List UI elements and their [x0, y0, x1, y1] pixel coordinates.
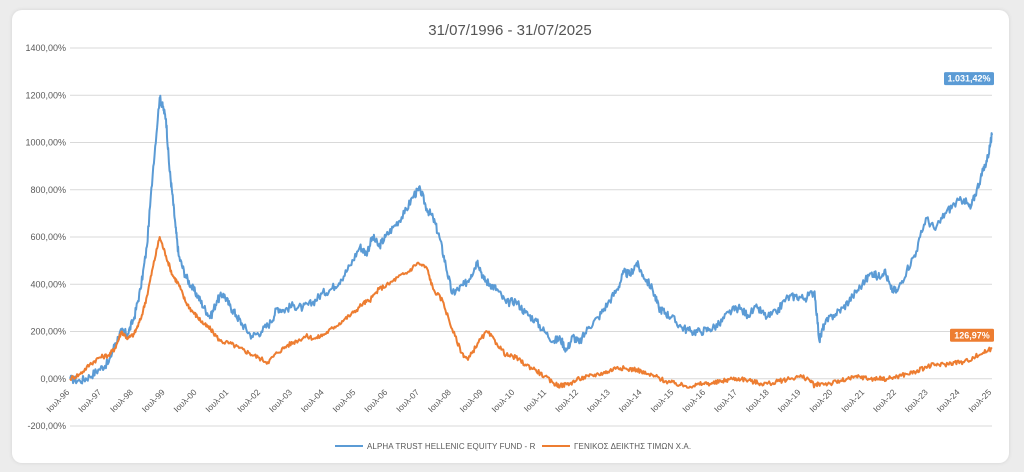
- end-label-box-index: [950, 328, 994, 342]
- y-tick-label: 200,00%: [30, 327, 66, 337]
- end-label-box-fund: [944, 72, 994, 86]
- y-tick-label: 1000,00%: [25, 138, 66, 148]
- end-label-index: 126,97%: [954, 330, 990, 340]
- x-tick-label: Ιουλ-01: [203, 387, 230, 414]
- y-tick-label: 400,00%: [30, 279, 66, 289]
- y-tick-label: 1400,00%: [25, 43, 66, 53]
- x-tick-label: Ιουλ-02: [235, 387, 262, 414]
- x-tick-label: Ιουλ-12: [553, 387, 580, 414]
- series-line-index: [69, 236, 993, 389]
- grid-lines: [70, 47, 992, 427]
- y-tick-label: 1200,00%: [25, 90, 66, 100]
- x-tick-label: Ιουλ-05: [330, 387, 357, 414]
- x-tick-label: Ιουλ-14: [617, 387, 644, 414]
- x-tick-label: Ιουλ-08: [426, 387, 453, 414]
- x-tick-label: Ιουλ-96: [44, 387, 71, 414]
- legend: ALPHA TRUST HELLENIC EQUITY FUND - R ΓΕΝ…: [335, 442, 691, 451]
- legend-label-index: ΓΕΝΙΚΟΣ ΔΕΙΚΤΗΣ ΤΙΜΩΝ Χ.Α.: [574, 442, 691, 451]
- y-axis-ticks: 1400,00% 1200,00% 1000,00% 800,00% 600,00% 40…: [25, 43, 66, 431]
- x-tick-label: Ιουλ-19: [776, 387, 803, 414]
- x-tick-label: Ιουλ-22: [871, 387, 898, 414]
- series-lines: [69, 94, 993, 389]
- end-label-fund: 1.031,42%: [947, 74, 990, 84]
- x-tick-label: Ιουλ-09: [458, 387, 485, 414]
- y-tick-label: 800,00%: [30, 185, 66, 195]
- x-tick-label: Ιουλ-16: [680, 387, 707, 414]
- x-tick-label: Ιουλ-24: [935, 387, 962, 414]
- chart-card: 31/07/1996 - 31/07/2025 1400,00% 1200,00%…: [12, 10, 1009, 463]
- x-axis-ticks: Ιουλ-96 Ιουλ-97 Ιουλ-98 Ιουλ-99 Ιουλ-00 Ιουλ-…: [44, 387, 993, 414]
- y-tick-label: 600,00%: [30, 232, 66, 242]
- x-tick-label: Ιουλ-18: [744, 387, 771, 414]
- x-tick-label: Ιουλ-04: [299, 387, 326, 414]
- x-tick-label: Ιουλ-15: [648, 387, 675, 414]
- x-tick-label: Ιουλ-97: [76, 387, 103, 414]
- x-tick-label: Ιουλ-06: [362, 387, 389, 414]
- x-tick-label: Ιουλ-00: [172, 387, 199, 414]
- x-tick-label: Ιουλ-21: [839, 387, 866, 414]
- x-tick-label: Ιουλ-25: [966, 387, 993, 414]
- x-tick-label: Ιουλ-20: [807, 387, 834, 414]
- series-line-fund: [69, 94, 993, 385]
- chart-title: 31/07/1996 - 31/07/2025: [428, 22, 591, 39]
- x-tick-label: Ιουλ-03: [267, 387, 294, 414]
- x-tick-label: Ιουλ-13: [585, 387, 612, 414]
- legend-label-fund: ALPHA TRUST HELLENIC EQUITY FUND - R: [367, 442, 536, 451]
- x-tick-label: Ιουλ-07: [394, 387, 421, 414]
- y-tick-label: 0,00%: [40, 374, 66, 384]
- end-value-callouts: 1.031,42% 126,97%: [944, 72, 994, 342]
- x-tick-label: Ιουλ-98: [108, 387, 135, 414]
- x-tick-label: Ιουλ-17: [712, 387, 739, 414]
- x-tick-label: Ιουλ-99: [140, 387, 167, 414]
- x-tick-label: Ιουλ-11: [522, 387, 549, 414]
- line-chart: 31/07/1996 - 31/07/2025 1400,00% 1200,00%…: [25, 22, 994, 451]
- y-tick-label: -200,00%: [27, 421, 66, 431]
- x-tick-label: Ιουλ-10: [489, 387, 516, 414]
- x-tick-label: Ιουλ-23: [903, 387, 930, 414]
